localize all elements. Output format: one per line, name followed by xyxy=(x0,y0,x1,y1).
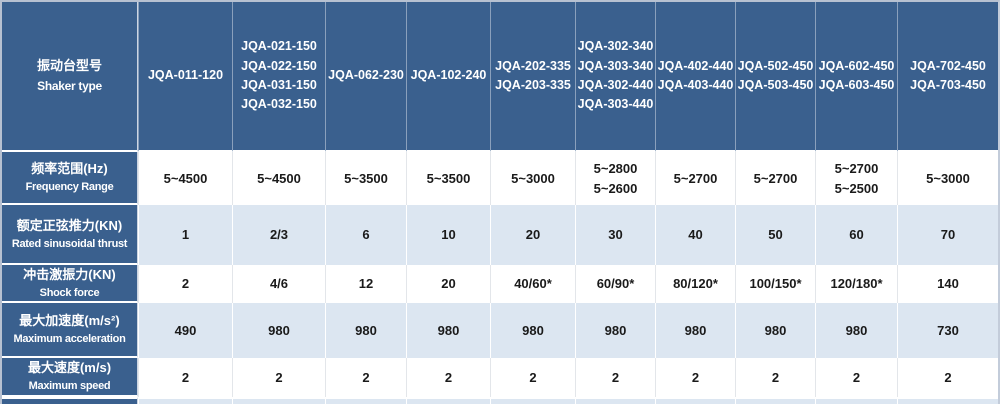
data-cell: 2/3 xyxy=(232,205,325,265)
data-cell: 980 xyxy=(815,303,897,358)
data-cell: 50 xyxy=(735,205,815,265)
data-cell: 80/120* xyxy=(655,265,735,303)
header-model-cell: JQA-011-120 xyxy=(138,2,232,152)
data-cell: 20 xyxy=(490,205,575,265)
data-cell: 20 xyxy=(406,265,490,303)
partial-data-cell xyxy=(655,397,735,404)
table-corner-header: 振动台型号 Shaker type xyxy=(2,2,138,152)
data-cell: 5~2700 5~2500 xyxy=(815,152,897,205)
data-cell: 980 xyxy=(575,303,655,358)
data-cell: 120/180* xyxy=(815,265,897,303)
data-cell: 980 xyxy=(325,303,406,358)
data-cell: 60 xyxy=(815,205,897,265)
header-model-cell: JQA-702-450 JQA-703-450 xyxy=(897,2,998,152)
row-label-zh: 频率范围(Hz) xyxy=(31,161,108,177)
data-cell: 2 xyxy=(325,358,406,397)
data-cell: 30 xyxy=(575,205,655,265)
row-label-zh: 额定正弦推力(KN) xyxy=(16,217,123,233)
data-cell: 2 xyxy=(735,358,815,397)
row-label-frequency-range: 频率范围(Hz) Frequency Range xyxy=(2,152,138,205)
partial-data-cell xyxy=(406,397,490,404)
row-label-en: Maximum speed xyxy=(28,380,111,393)
row-label-shock-force: 冲击激振力(KN) Shock force xyxy=(2,265,138,303)
data-cell: 40 xyxy=(655,205,735,265)
data-cell: 1 xyxy=(138,205,232,265)
data-cell: 980 xyxy=(232,303,325,358)
data-cell: 490 xyxy=(138,303,232,358)
data-cell: 5~3500 xyxy=(406,152,490,205)
row-label-max-acceleration: 最大加速度(m/s²) Maximum acceleration xyxy=(2,303,138,358)
header-model-cell: JQA-102-240 xyxy=(406,2,490,152)
data-cell: 730 xyxy=(897,303,998,358)
partial-data-cell xyxy=(232,397,325,404)
header-model-cell: JQA-502-450 JQA-503-450 xyxy=(735,2,815,152)
partial-data-cell xyxy=(325,397,406,404)
row-label-en: Rated sinusoidal thrust xyxy=(11,237,128,250)
data-cell: 40/60* xyxy=(490,265,575,303)
row-label-en: Shock force xyxy=(39,286,100,299)
data-cell: 12 xyxy=(325,265,406,303)
partial-row-label xyxy=(2,397,138,404)
data-cell: 5~2700 xyxy=(655,152,735,205)
data-cell: 2 xyxy=(406,358,490,397)
data-cell: 100/150* xyxy=(735,265,815,303)
header-model-cell: JQA-021-150 JQA-022-150 JQA-031-150 JQA-… xyxy=(232,2,325,152)
corner-label-zh: 振动台型号 xyxy=(36,58,102,73)
data-cell: 980 xyxy=(655,303,735,358)
data-cell: 2 xyxy=(232,358,325,397)
data-cell: 5~4500 xyxy=(138,152,232,205)
data-cell: 70 xyxy=(897,205,998,265)
row-label-zh: 最大加速度(m/s²) xyxy=(19,313,120,329)
data-cell: 2 xyxy=(897,358,998,397)
data-cell: 5~3000 xyxy=(897,152,998,205)
partial-data-cell xyxy=(138,397,232,404)
row-label-max-speed: 最大速度(m/s) Maximum speed xyxy=(2,358,138,397)
partial-data-cell xyxy=(735,397,815,404)
header-model-cell: JQA-602-450 JQA-603-450 xyxy=(815,2,897,152)
data-cell: 980 xyxy=(735,303,815,358)
partial-data-cell xyxy=(815,397,897,404)
partial-data-cell xyxy=(575,397,655,404)
data-cell: 5~3500 xyxy=(325,152,406,205)
header-model-cell: JQA-202-335 JQA-203-335 xyxy=(490,2,575,152)
row-label-en: Maximum acceleration xyxy=(13,333,126,346)
row-label-zh: 冲击激振力(KN) xyxy=(23,266,116,282)
data-cell: 980 xyxy=(490,303,575,358)
row-label-rated-thrust: 额定正弦推力(KN) Rated sinusoidal thrust xyxy=(2,205,138,265)
row-label-zh: 最大速度(m/s) xyxy=(27,360,112,376)
corner-label-en: Shaker type xyxy=(37,78,102,93)
data-cell: 2 xyxy=(575,358,655,397)
data-cell: 4/6 xyxy=(232,265,325,303)
data-cell: 10 xyxy=(406,205,490,265)
data-cell: 5~4500 xyxy=(232,152,325,205)
data-cell: 980 xyxy=(406,303,490,358)
data-cell: 140 xyxy=(897,265,998,303)
header-model-cell: JQA-062-230 xyxy=(325,2,406,152)
partial-data-cell xyxy=(490,397,575,404)
data-cell: 6 xyxy=(325,205,406,265)
data-cell: 5~2700 xyxy=(735,152,815,205)
data-cell: 2 xyxy=(815,358,897,397)
header-model-cell: JQA-302-340 JQA-303-340 JQA-302-440 JQA-… xyxy=(575,2,655,152)
row-label-en: Frequency Range xyxy=(25,181,114,194)
data-cell: 2 xyxy=(138,265,232,303)
partial-data-cell xyxy=(897,397,998,404)
data-cell: 60/90* xyxy=(575,265,655,303)
header-model-cell: JQA-402-440 JQA-403-440 xyxy=(655,2,735,152)
data-cell: 2 xyxy=(138,358,232,397)
data-cell: 5~2800 5~2600 xyxy=(575,152,655,205)
data-cell: 2 xyxy=(490,358,575,397)
data-cell: 5~3000 xyxy=(490,152,575,205)
data-cell: 2 xyxy=(655,358,735,397)
